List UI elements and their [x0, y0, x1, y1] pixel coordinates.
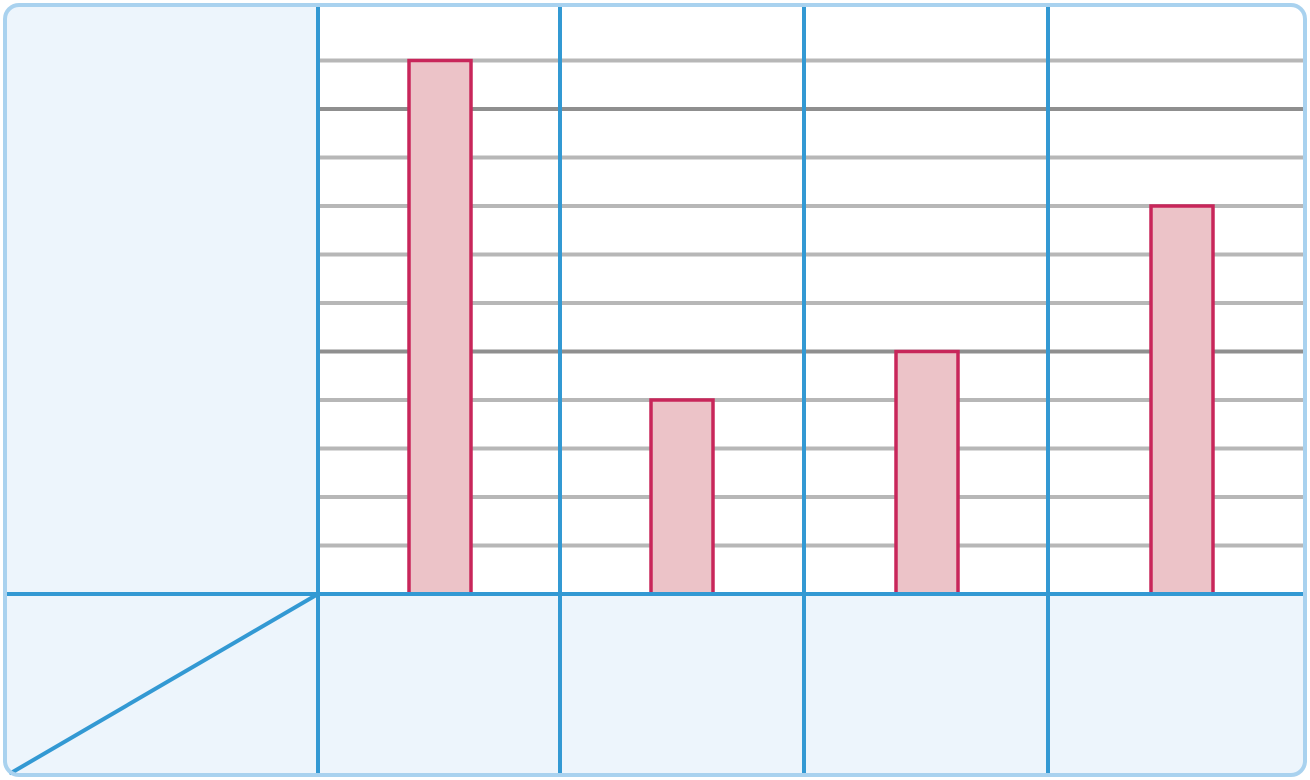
bar [894, 349, 960, 596]
frame-background [5, 5, 1305, 775]
corner-diagonal-line [9, 592, 320, 775]
bar [407, 58, 473, 596]
bar [649, 398, 715, 596]
left-label-panel [5, 5, 318, 775]
bottom-label-panel [318, 594, 1305, 775]
bar [1149, 204, 1215, 596]
chart-frame-border [3, 3, 1307, 777]
